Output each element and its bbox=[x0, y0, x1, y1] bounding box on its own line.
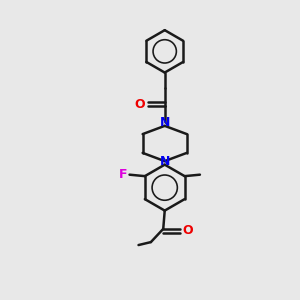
Text: N: N bbox=[160, 154, 170, 168]
Text: F: F bbox=[119, 168, 127, 181]
Text: O: O bbox=[183, 224, 193, 237]
Text: O: O bbox=[135, 98, 145, 111]
Text: N: N bbox=[160, 116, 170, 129]
